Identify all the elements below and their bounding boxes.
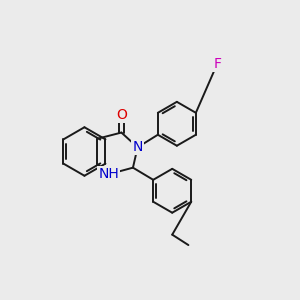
- Text: N: N: [132, 140, 143, 154]
- Text: NH: NH: [98, 167, 119, 181]
- Text: O: O: [116, 107, 127, 122]
- Text: F: F: [213, 57, 221, 71]
